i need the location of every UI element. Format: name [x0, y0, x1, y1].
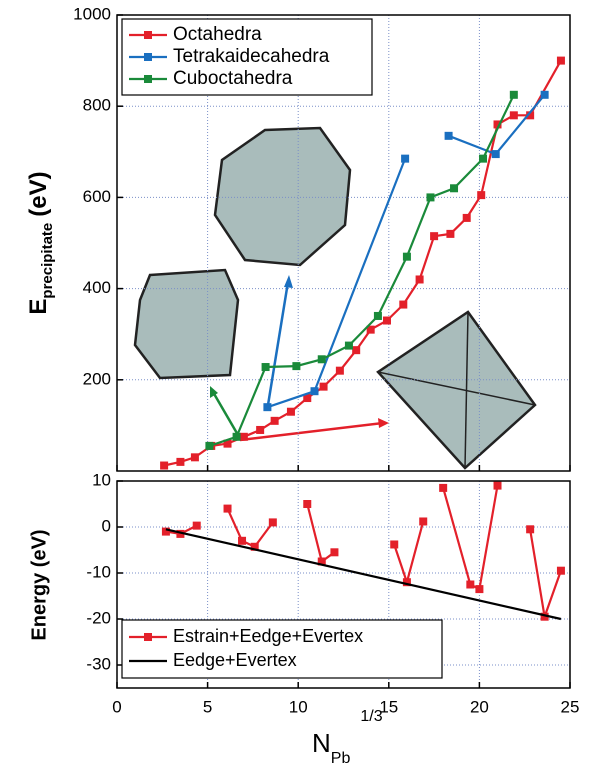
legend-label: Cuboctahedra: [173, 68, 293, 89]
data-point: [445, 132, 453, 140]
tetrakaidecahedron-image: [215, 128, 350, 265]
data-point: [510, 91, 518, 99]
legend-label: Estrain+Eedge+Evertex: [173, 626, 363, 646]
data-point: [345, 342, 353, 350]
data-point: [303, 500, 311, 508]
data-point: [450, 184, 458, 192]
data-point: [446, 230, 454, 238]
arrow-head: [284, 275, 293, 288]
y-tick-label: 0: [102, 516, 111, 535]
legend-label: Eedge+Evertex: [173, 650, 297, 670]
data-point: [390, 540, 398, 548]
data-point: [510, 111, 518, 119]
data-point: [191, 453, 199, 461]
data-point: [320, 383, 328, 391]
data-point: [224, 505, 232, 513]
data-point: [475, 585, 483, 593]
series-line: [166, 529, 561, 619]
data-point: [541, 91, 549, 99]
arrow: [213, 392, 238, 435]
y-tick-label: 600: [83, 187, 111, 206]
data-point: [477, 191, 485, 199]
data-point: [416, 275, 424, 283]
data-point: [292, 362, 300, 370]
x-axis-label-subscript: Pb: [331, 750, 351, 767]
data-point: [374, 312, 382, 320]
cluster-illustrations: [135, 128, 535, 468]
x-axis-label-superscript: 1/3: [360, 708, 382, 725]
data-point: [430, 232, 438, 240]
data-point: [271, 417, 279, 425]
data-point: [330, 548, 338, 556]
y-tick-label: 1000: [73, 4, 111, 23]
y-axis-label: Energy (eV): [28, 529, 50, 640]
data-point: [311, 387, 319, 395]
octahedron-image: [378, 312, 535, 468]
data-point: [193, 522, 201, 530]
data-point: [479, 155, 487, 163]
data-point: [466, 581, 474, 589]
y-tick-label: 400: [83, 278, 111, 297]
data-point: [263, 403, 271, 411]
y-tick-label: 800: [83, 96, 111, 115]
data-point: [557, 57, 565, 65]
cuboctahedron-image: [135, 270, 238, 378]
data-point: [492, 150, 500, 158]
data-point: [238, 537, 246, 545]
x-tick-label: 20: [470, 697, 489, 716]
data-point: [287, 408, 295, 416]
data-point: [352, 346, 360, 354]
data-point: [318, 355, 326, 363]
legend-label: Octahedra: [173, 24, 262, 45]
data-point: [463, 214, 471, 222]
data-point: [162, 528, 170, 536]
data-point: [256, 426, 264, 434]
y-tick-label: 200: [83, 369, 111, 388]
legend: Estrain+Eedge+Evertex Eedge+Evertex: [122, 620, 442, 678]
data-point: [160, 462, 168, 470]
data-point: [233, 433, 241, 441]
data-point: [426, 193, 434, 201]
y-axis-label-subscript: precipitate: [39, 223, 56, 299]
y-tick-label: -20: [86, 608, 111, 627]
page: {"chart_data": [ {"type": "line", "ylabe…: [0, 0, 599, 775]
data-point: [526, 525, 534, 533]
y-tick-label: 10: [92, 470, 111, 489]
x-tick-label: 25: [561, 697, 580, 716]
data-point: [403, 253, 411, 261]
data-point: [494, 482, 502, 490]
data-point: [383, 317, 391, 325]
data-point: [401, 155, 409, 163]
data-point: [176, 458, 184, 466]
x-tick-label: 0: [112, 697, 121, 716]
arrow-head: [378, 418, 389, 428]
y-tick-label: -10: [86, 562, 111, 581]
data-point: [205, 442, 213, 450]
x-axis-label-main: N: [312, 728, 331, 758]
y-axis-label-unit: (eV): [25, 171, 52, 216]
y-tick-label: -30: [86, 654, 111, 673]
data-point: [240, 433, 248, 441]
legend-label: Tetrakaidecahedra: [173, 46, 330, 67]
y-axis-label-main: E: [25, 299, 52, 315]
legend-swatch-marker: [144, 75, 152, 83]
x-axis-label: NPb 1/3: [312, 708, 383, 767]
data-point: [439, 484, 447, 492]
x-tick-label: 5: [203, 697, 212, 716]
figure: 2004006008001000OctahedraTetrakaidecahed…: [0, 0, 599, 775]
data-point: [399, 301, 407, 309]
x-tick-label: 10: [289, 697, 308, 716]
arrow: [268, 282, 288, 405]
legend-swatch-marker: [144, 53, 152, 61]
legend-swatch-marker: [144, 633, 152, 641]
legend-swatch-marker: [144, 31, 152, 39]
data-point: [269, 518, 277, 526]
data-point: [557, 567, 565, 575]
data-point: [262, 363, 270, 371]
y-axis-label: Eprecipitate (eV): [25, 171, 56, 314]
data-point: [336, 367, 344, 375]
data-point: [419, 517, 427, 525]
